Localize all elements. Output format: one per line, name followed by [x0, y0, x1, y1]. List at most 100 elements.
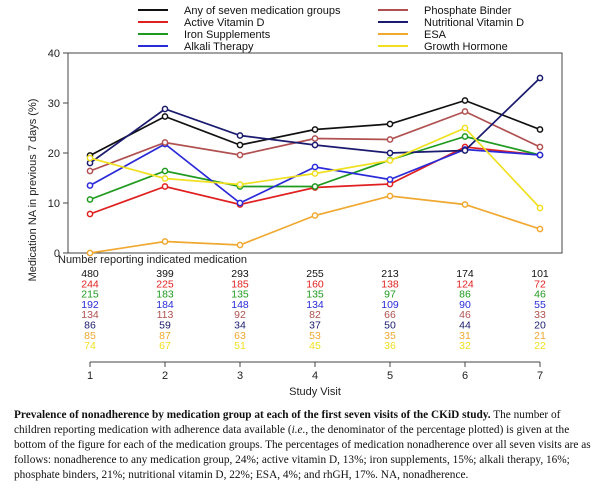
count-value: 74: [84, 340, 96, 352]
count-value: 72: [534, 278, 546, 290]
count-value: 66: [384, 309, 396, 321]
count-value: 50: [384, 320, 396, 332]
count-value: 90: [459, 299, 471, 311]
count-value: 399: [156, 268, 174, 280]
count-value: 135: [231, 289, 249, 301]
y-tick-label: 30: [48, 98, 60, 110]
data-point: [536, 74, 544, 82]
caption-ie: i.e.: [291, 424, 306, 436]
count-value: 160: [306, 278, 324, 290]
count-value: 21: [534, 330, 546, 342]
legend-label: Alkali Therapy: [184, 41, 254, 53]
count-value: 53: [309, 330, 321, 342]
count-value: 174: [456, 268, 474, 280]
data-point: [86, 210, 94, 218]
count-value: 44: [459, 320, 471, 332]
x-tick-label: 4: [312, 370, 318, 382]
data-point: [236, 132, 244, 139]
count-value: 82: [309, 309, 321, 321]
data-point: [386, 136, 394, 143]
count-value: 101: [531, 268, 549, 280]
count-value: 148: [231, 299, 249, 311]
x-axis: 1 2 3 4 5 6 7: [87, 361, 543, 382]
count-value: 184: [156, 299, 174, 311]
data-point: [386, 157, 394, 164]
count-value: 59: [159, 320, 171, 332]
data-point: [161, 167, 169, 175]
data-point: [86, 182, 94, 189]
legend-label: Growth Hormone: [424, 41, 508, 53]
data-point: [311, 126, 319, 133]
data-point: [86, 249, 94, 257]
x-tick-label: 7: [537, 370, 543, 382]
legend-label: ESA: [424, 29, 447, 41]
data-point: [311, 183, 319, 190]
count-value: 97: [384, 289, 396, 301]
data-point: [311, 141, 319, 149]
count-value: 67: [159, 340, 171, 352]
data-point: [236, 199, 244, 207]
data-point: [461, 124, 469, 132]
x-tick-label: 5: [387, 370, 393, 382]
count-value: 32: [459, 340, 471, 352]
data-point: [161, 175, 169, 182]
data-point: [236, 241, 244, 249]
count-value: 85: [84, 330, 96, 342]
data-point: [386, 149, 394, 157]
caption-text-2: , the denominator of the percentage plot…: [14, 424, 591, 481]
legend-label: Any of seven medication groups: [184, 5, 341, 17]
x-tick-label: 1: [87, 370, 93, 382]
data-point: [161, 238, 169, 245]
count-value: 20: [534, 320, 546, 332]
count-value: 113: [157, 309, 174, 321]
count-value: 138: [381, 278, 399, 290]
data-point: [461, 147, 469, 154]
count-value: 135: [306, 289, 324, 301]
count-value: 35: [384, 330, 396, 342]
count-value: 244: [81, 278, 99, 290]
y-tick-label: 0: [54, 248, 60, 260]
y-tick-label: 40: [48, 48, 60, 60]
legend-label: Phosphate Binder: [424, 5, 512, 17]
count-value: 183: [156, 289, 174, 301]
figure-caption: Prevalence of nonadherence by medication…: [14, 408, 592, 483]
data-point: [536, 151, 544, 159]
count-value: 31: [459, 330, 471, 342]
data-point: [386, 120, 394, 128]
data-point: [161, 139, 169, 146]
count-value: 124: [456, 278, 474, 290]
count-value: 192: [81, 299, 99, 311]
count-value: 480: [81, 268, 99, 280]
count-value: 46: [534, 289, 546, 301]
count-value: 46: [459, 309, 471, 321]
data-point: [386, 176, 394, 183]
data-point: [386, 192, 394, 200]
data-point: [461, 108, 469, 115]
count-value: 109: [381, 299, 399, 311]
count-value: 55: [534, 299, 546, 311]
data-point: [461, 201, 469, 208]
x-tick-label: 2: [162, 370, 168, 382]
data-point: [311, 135, 319, 142]
legend-label: Active Vitamin D: [184, 17, 265, 29]
plot-area: 0 10 20 30 40: [48, 48, 563, 260]
count-value: 293: [231, 268, 249, 280]
count-value: 36: [384, 340, 396, 352]
data-point: [311, 170, 319, 177]
data-point: [161, 105, 169, 113]
count-value: 51: [234, 340, 246, 352]
data-point: [536, 143, 544, 151]
data-point: [236, 141, 244, 149]
count-value: 215: [81, 289, 99, 301]
data-point: [536, 126, 544, 133]
caption-text-1: The number of children reporting medicat…: [14, 409, 561, 436]
count-value: 86: [459, 289, 471, 301]
data-point: [86, 167, 94, 175]
data-point: [461, 133, 469, 140]
count-value: 63: [234, 330, 246, 342]
count-value: 45: [309, 340, 321, 352]
y-tick-label: 20: [48, 148, 60, 160]
